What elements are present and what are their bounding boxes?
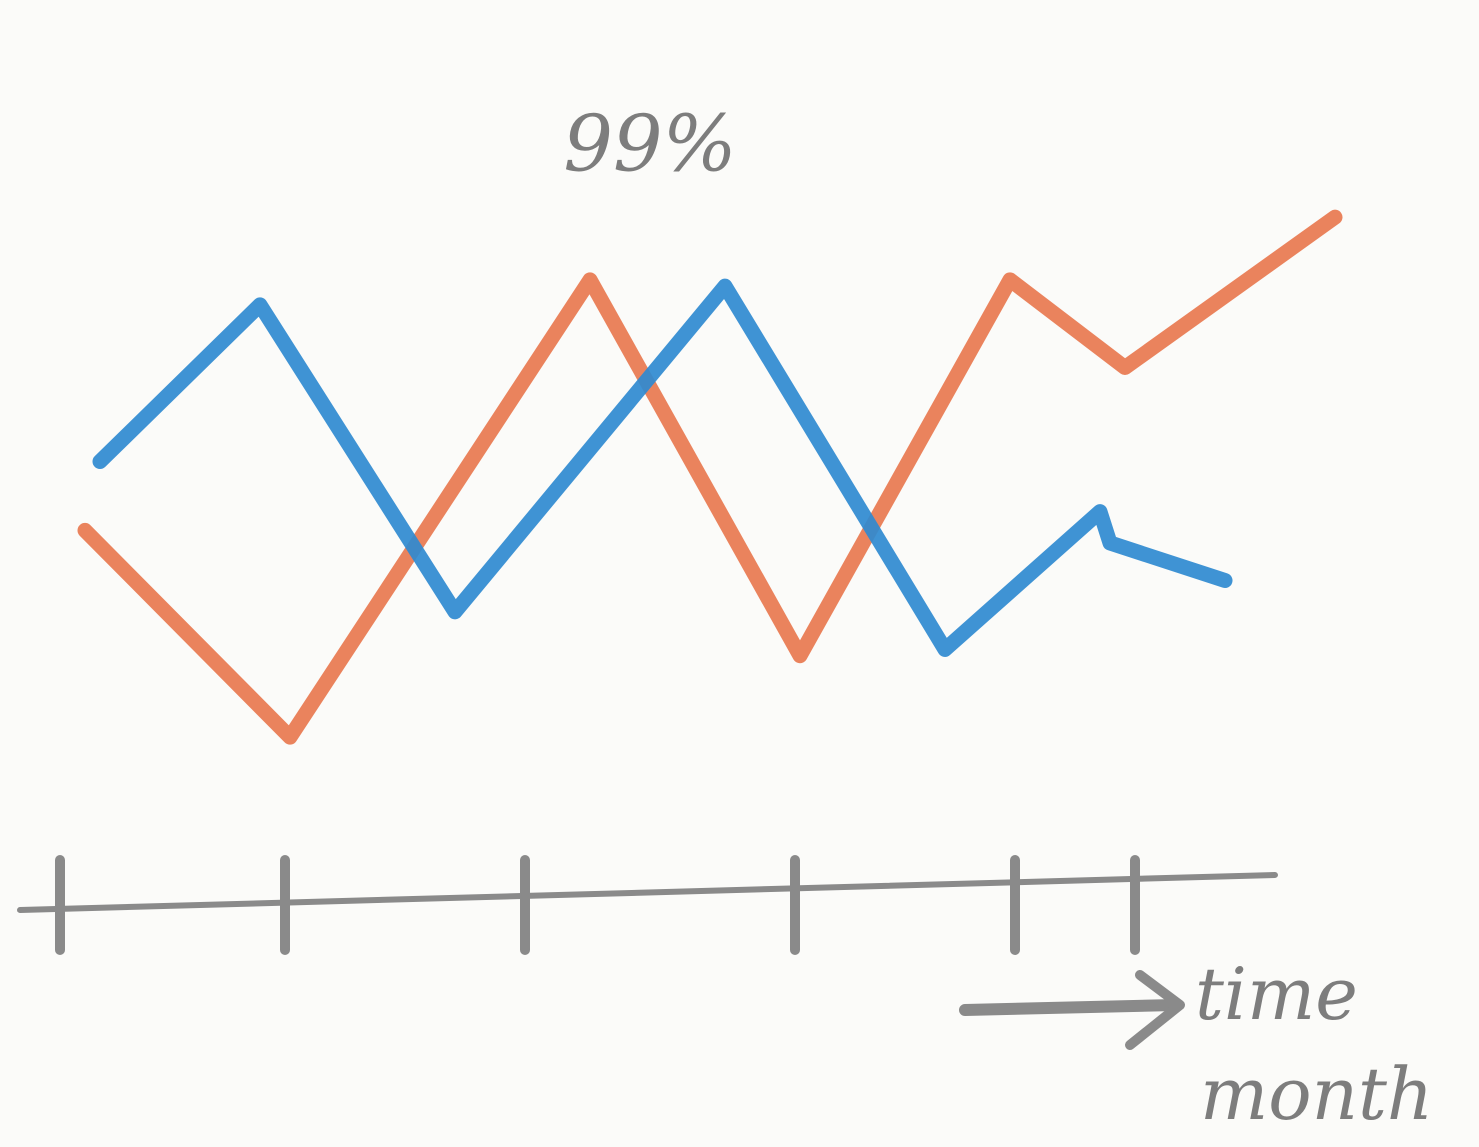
x-axis-label: time: [1195, 952, 1358, 1036]
arrow-head: [1125, 970, 1185, 1050]
x-axis-label: month: [1200, 1052, 1433, 1136]
annotation: 99%: [563, 100, 736, 190]
x-axis: [17, 872, 1278, 913]
line: [92, 278, 1233, 657]
arrow-shaft: [959, 999, 1181, 1016]
line: [77, 209, 1343, 745]
